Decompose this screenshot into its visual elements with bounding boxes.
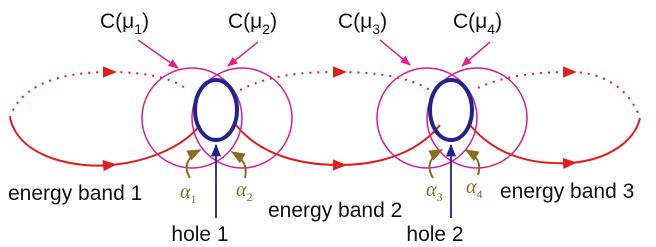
- contour-label: C(μ3): [338, 10, 387, 37]
- holes: [195, 80, 472, 140]
- contour-symbol: C(μ: [228, 10, 262, 33]
- angle-index: 3: [437, 190, 443, 204]
- contour-symbol: C(μ: [338, 10, 372, 33]
- labels: C(μ1)C(μ2)C(μ3)C(μ4)energy band 1energy …: [8, 10, 634, 246]
- hole-label: hole 1: [171, 223, 228, 246]
- red-loops: [10, 72, 640, 166]
- band-label: energy band 1: [8, 182, 142, 205]
- contour-index: 4: [487, 21, 495, 37]
- hole-label: hole 2: [406, 223, 463, 246]
- contour-close: ): [142, 10, 149, 33]
- contour-label: C(μ2): [228, 10, 277, 37]
- contour-index: 1: [134, 21, 142, 37]
- angle-index: 1: [191, 192, 197, 206]
- contour-label: C(μ4): [453, 10, 502, 37]
- pointer-arrows: [138, 40, 490, 68]
- contour-symbol: C(μ: [453, 10, 487, 33]
- angle-label: α4: [466, 176, 483, 201]
- angle-symbol: α: [180, 181, 191, 203]
- diagram: C(μ1)C(μ2)C(μ3)C(μ4)energy band 1energy …: [0, 0, 656, 247]
- angle-label: α1: [180, 181, 197, 206]
- contour-close: ): [495, 10, 502, 33]
- angle-label: α3: [426, 179, 443, 204]
- band-label: energy band 3: [500, 180, 634, 203]
- angle-label: α2: [236, 179, 253, 204]
- contour-symbol: C(μ: [100, 10, 134, 33]
- angle-symbol: α: [426, 179, 437, 201]
- contour-close: ): [270, 10, 277, 33]
- angle-index: 4: [477, 187, 483, 201]
- angle-index: 2: [247, 190, 253, 204]
- contour-index: 3: [372, 21, 380, 37]
- contour-close: ): [380, 10, 387, 33]
- contour-index: 2: [262, 21, 270, 37]
- angle-symbol: α: [236, 179, 247, 201]
- band-label: energy band 2: [268, 199, 402, 222]
- angle-symbol: α: [466, 176, 477, 198]
- contour-label: C(μ1): [100, 10, 149, 37]
